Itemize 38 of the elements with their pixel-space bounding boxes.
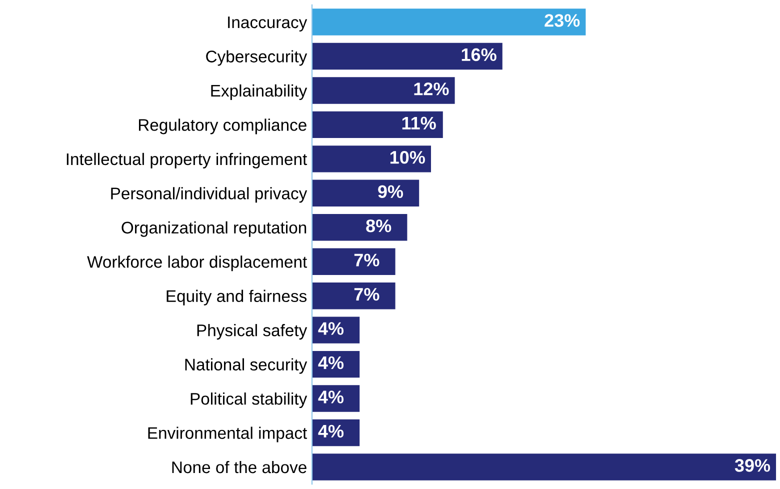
data-label: 9% [378,185,404,198]
bar [312,454,776,480]
bar [312,8,586,36]
y-tick-label: Physical safety [197,324,308,340]
data-label: 10% [390,150,425,164]
y-tick-label: Inaccuracy [228,16,308,32]
data-label: 4% [318,390,344,404]
data-label: 12% [414,82,449,96]
y-tick-label: Organizational reputation [122,221,306,237]
y-tick-label: None of the above [172,460,306,474]
bar [312,42,502,70]
y-tick-label: Workforce labor displacement [87,256,308,272]
y-tick-label: Explainability [211,84,308,100]
data-label: 23% [544,14,580,27]
y-tick-label: Environmental impact [148,426,308,442]
bar [312,214,408,241]
bar [312,282,396,310]
y-tick-label: Regulatory compliance [138,118,306,134]
data-label: 7% [354,254,380,266]
y-tick-label: Personal/individual privacy [111,187,308,203]
data-label: 11% [402,116,436,130]
data-label: 16% [462,48,496,62]
data-label: 4% [318,322,344,335]
y-tick-label: Political stability [190,392,308,408]
data-label: 7% [354,288,380,301]
data-label: 8% [366,219,392,232]
data-label: 4% [318,356,344,370]
bar [312,248,396,275]
bar [312,146,431,172]
bar [312,111,443,138]
bar [312,77,455,104]
y-tick-label: National security [185,358,308,374]
y-tick-label: Equity and fairness [166,290,307,306]
data-label: 4% [318,424,344,438]
y-tick-label: Cybersecurity [206,50,308,66]
y-tick-label: Intellectual property infringement [66,152,308,168]
data-label: 39% [734,459,770,472]
bar [312,180,420,207]
